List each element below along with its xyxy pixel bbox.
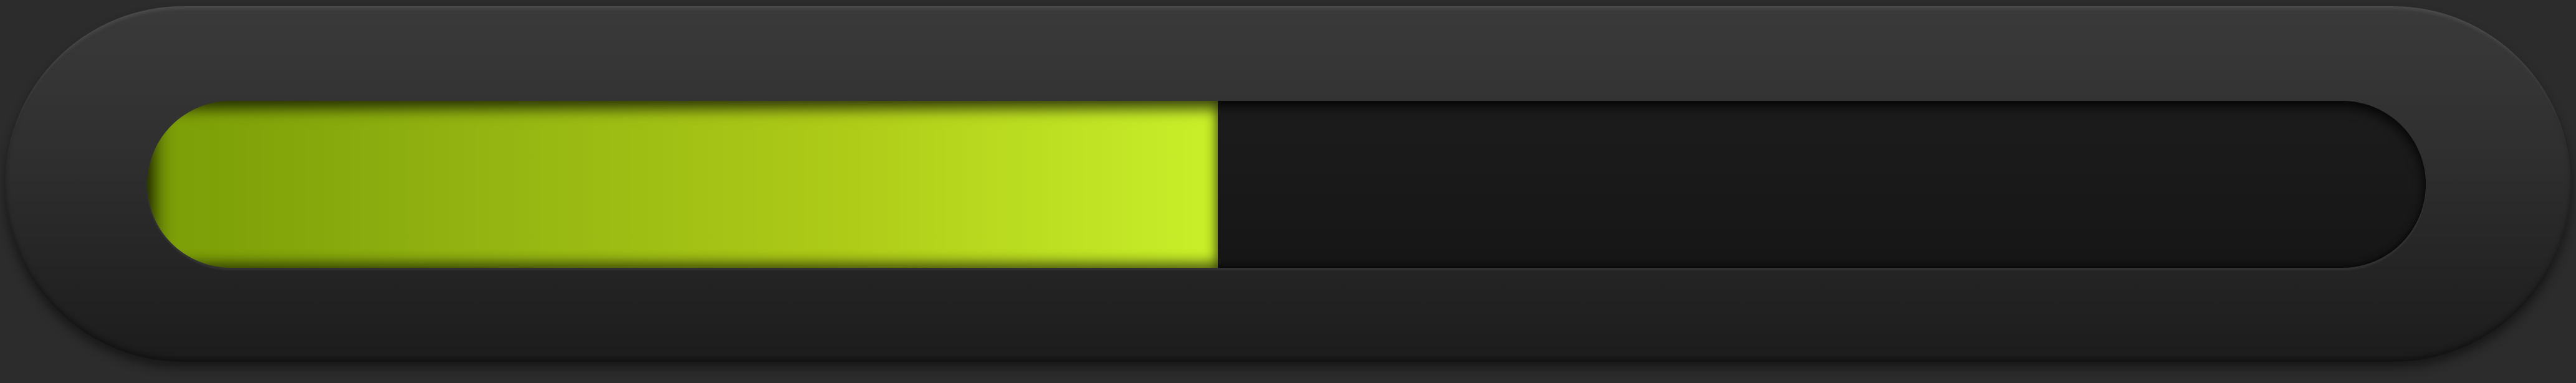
- progress-track: [147, 101, 2426, 268]
- progress-fill: [147, 101, 1219, 268]
